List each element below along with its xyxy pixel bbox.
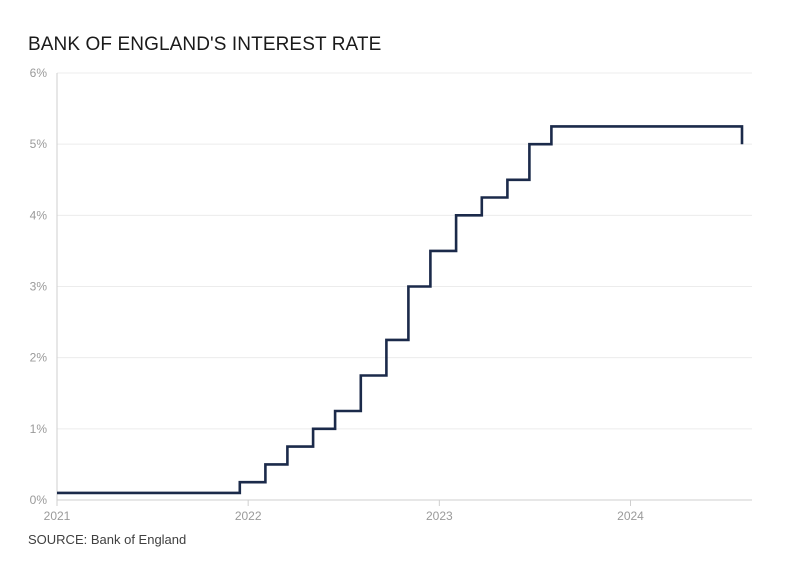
y-tick-label: 5% xyxy=(30,137,48,151)
x-tick-label: 2022 xyxy=(235,509,262,523)
grid xyxy=(57,72,752,430)
y-tick-label: 4% xyxy=(30,208,48,222)
rate-step-line xyxy=(57,125,744,495)
axes xyxy=(56,73,752,501)
x-tick-label: 2024 xyxy=(617,509,644,523)
y-tick-label: 2% xyxy=(30,351,48,365)
y-axis-ticks: 0% 1% 2% 3% 4% 5% 6% xyxy=(30,66,48,507)
chart-title: BANK OF ENGLAND'S INTEREST RATE xyxy=(28,34,382,55)
y-tick-label: 1% xyxy=(30,422,48,436)
x-tick-label: 2023 xyxy=(426,509,453,523)
y-tick-label: 6% xyxy=(30,66,48,80)
series xyxy=(57,125,744,495)
y-tick-label: 3% xyxy=(30,280,48,294)
source-note: SOURCE: Bank of England xyxy=(28,532,187,547)
y-tick-label: 0% xyxy=(30,493,48,507)
x-tick-label: 2021 xyxy=(44,509,71,523)
x-axis-ticks: 2021 2022 2023 2024 xyxy=(44,500,644,523)
